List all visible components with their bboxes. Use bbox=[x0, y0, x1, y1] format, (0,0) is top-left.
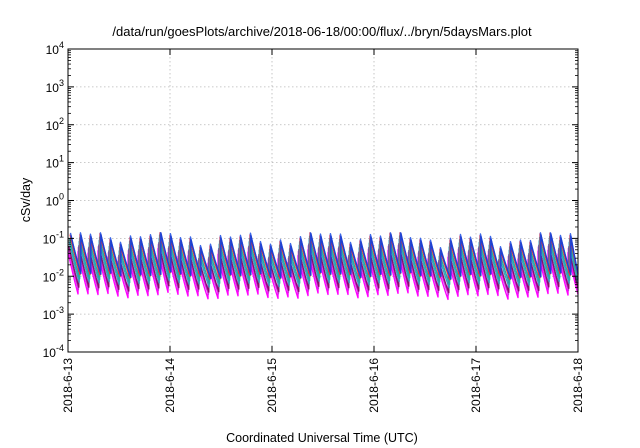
series-line bbox=[67, 243, 579, 296]
tick-layer: 10-4 10-3 10-2 10-1 100 101 102 103 104 2018-6-13… bbox=[43, 40, 585, 413]
y-tick-label: 10-2 bbox=[43, 267, 64, 284]
x-tick-label: 2018-6-16 bbox=[367, 358, 381, 413]
chart-title: /data/run/goesPlots/archive/2018-06-18/0… bbox=[112, 24, 532, 39]
series-line bbox=[68, 234, 579, 285]
y-tick-label: 103 bbox=[46, 78, 64, 95]
x-tick-label: 2018-6-13 bbox=[61, 358, 75, 413]
x-tick-label: 2018-6-18 bbox=[571, 358, 585, 413]
x-tick-label: 2018-6-17 bbox=[469, 358, 483, 413]
x-tick-label: 2018-6-14 bbox=[163, 358, 177, 413]
y-tick-label: 102 bbox=[46, 116, 64, 133]
series-line bbox=[69, 232, 579, 281]
y-tick-label: 10-1 bbox=[43, 229, 64, 246]
y-axis-label: cSv/day bbox=[19, 177, 33, 222]
series-line bbox=[68, 237, 579, 289]
x-tick-label: 2018-6-15 bbox=[265, 358, 279, 413]
grid-layer bbox=[68, 49, 578, 352]
y-tick-label: 104 bbox=[46, 40, 64, 57]
y-tick-label: 100 bbox=[46, 192, 64, 209]
series-line bbox=[68, 242, 579, 294]
series-line bbox=[67, 247, 579, 301]
y-tick-label: 10-4 bbox=[43, 343, 64, 360]
y-tick-label: 101 bbox=[46, 154, 64, 171]
y-tick-label: 10-3 bbox=[43, 305, 64, 322]
series-line bbox=[70, 232, 579, 280]
x-axis-label: Coordinated Universal Time (UTC) bbox=[226, 431, 418, 445]
series-layer bbox=[67, 232, 579, 301]
